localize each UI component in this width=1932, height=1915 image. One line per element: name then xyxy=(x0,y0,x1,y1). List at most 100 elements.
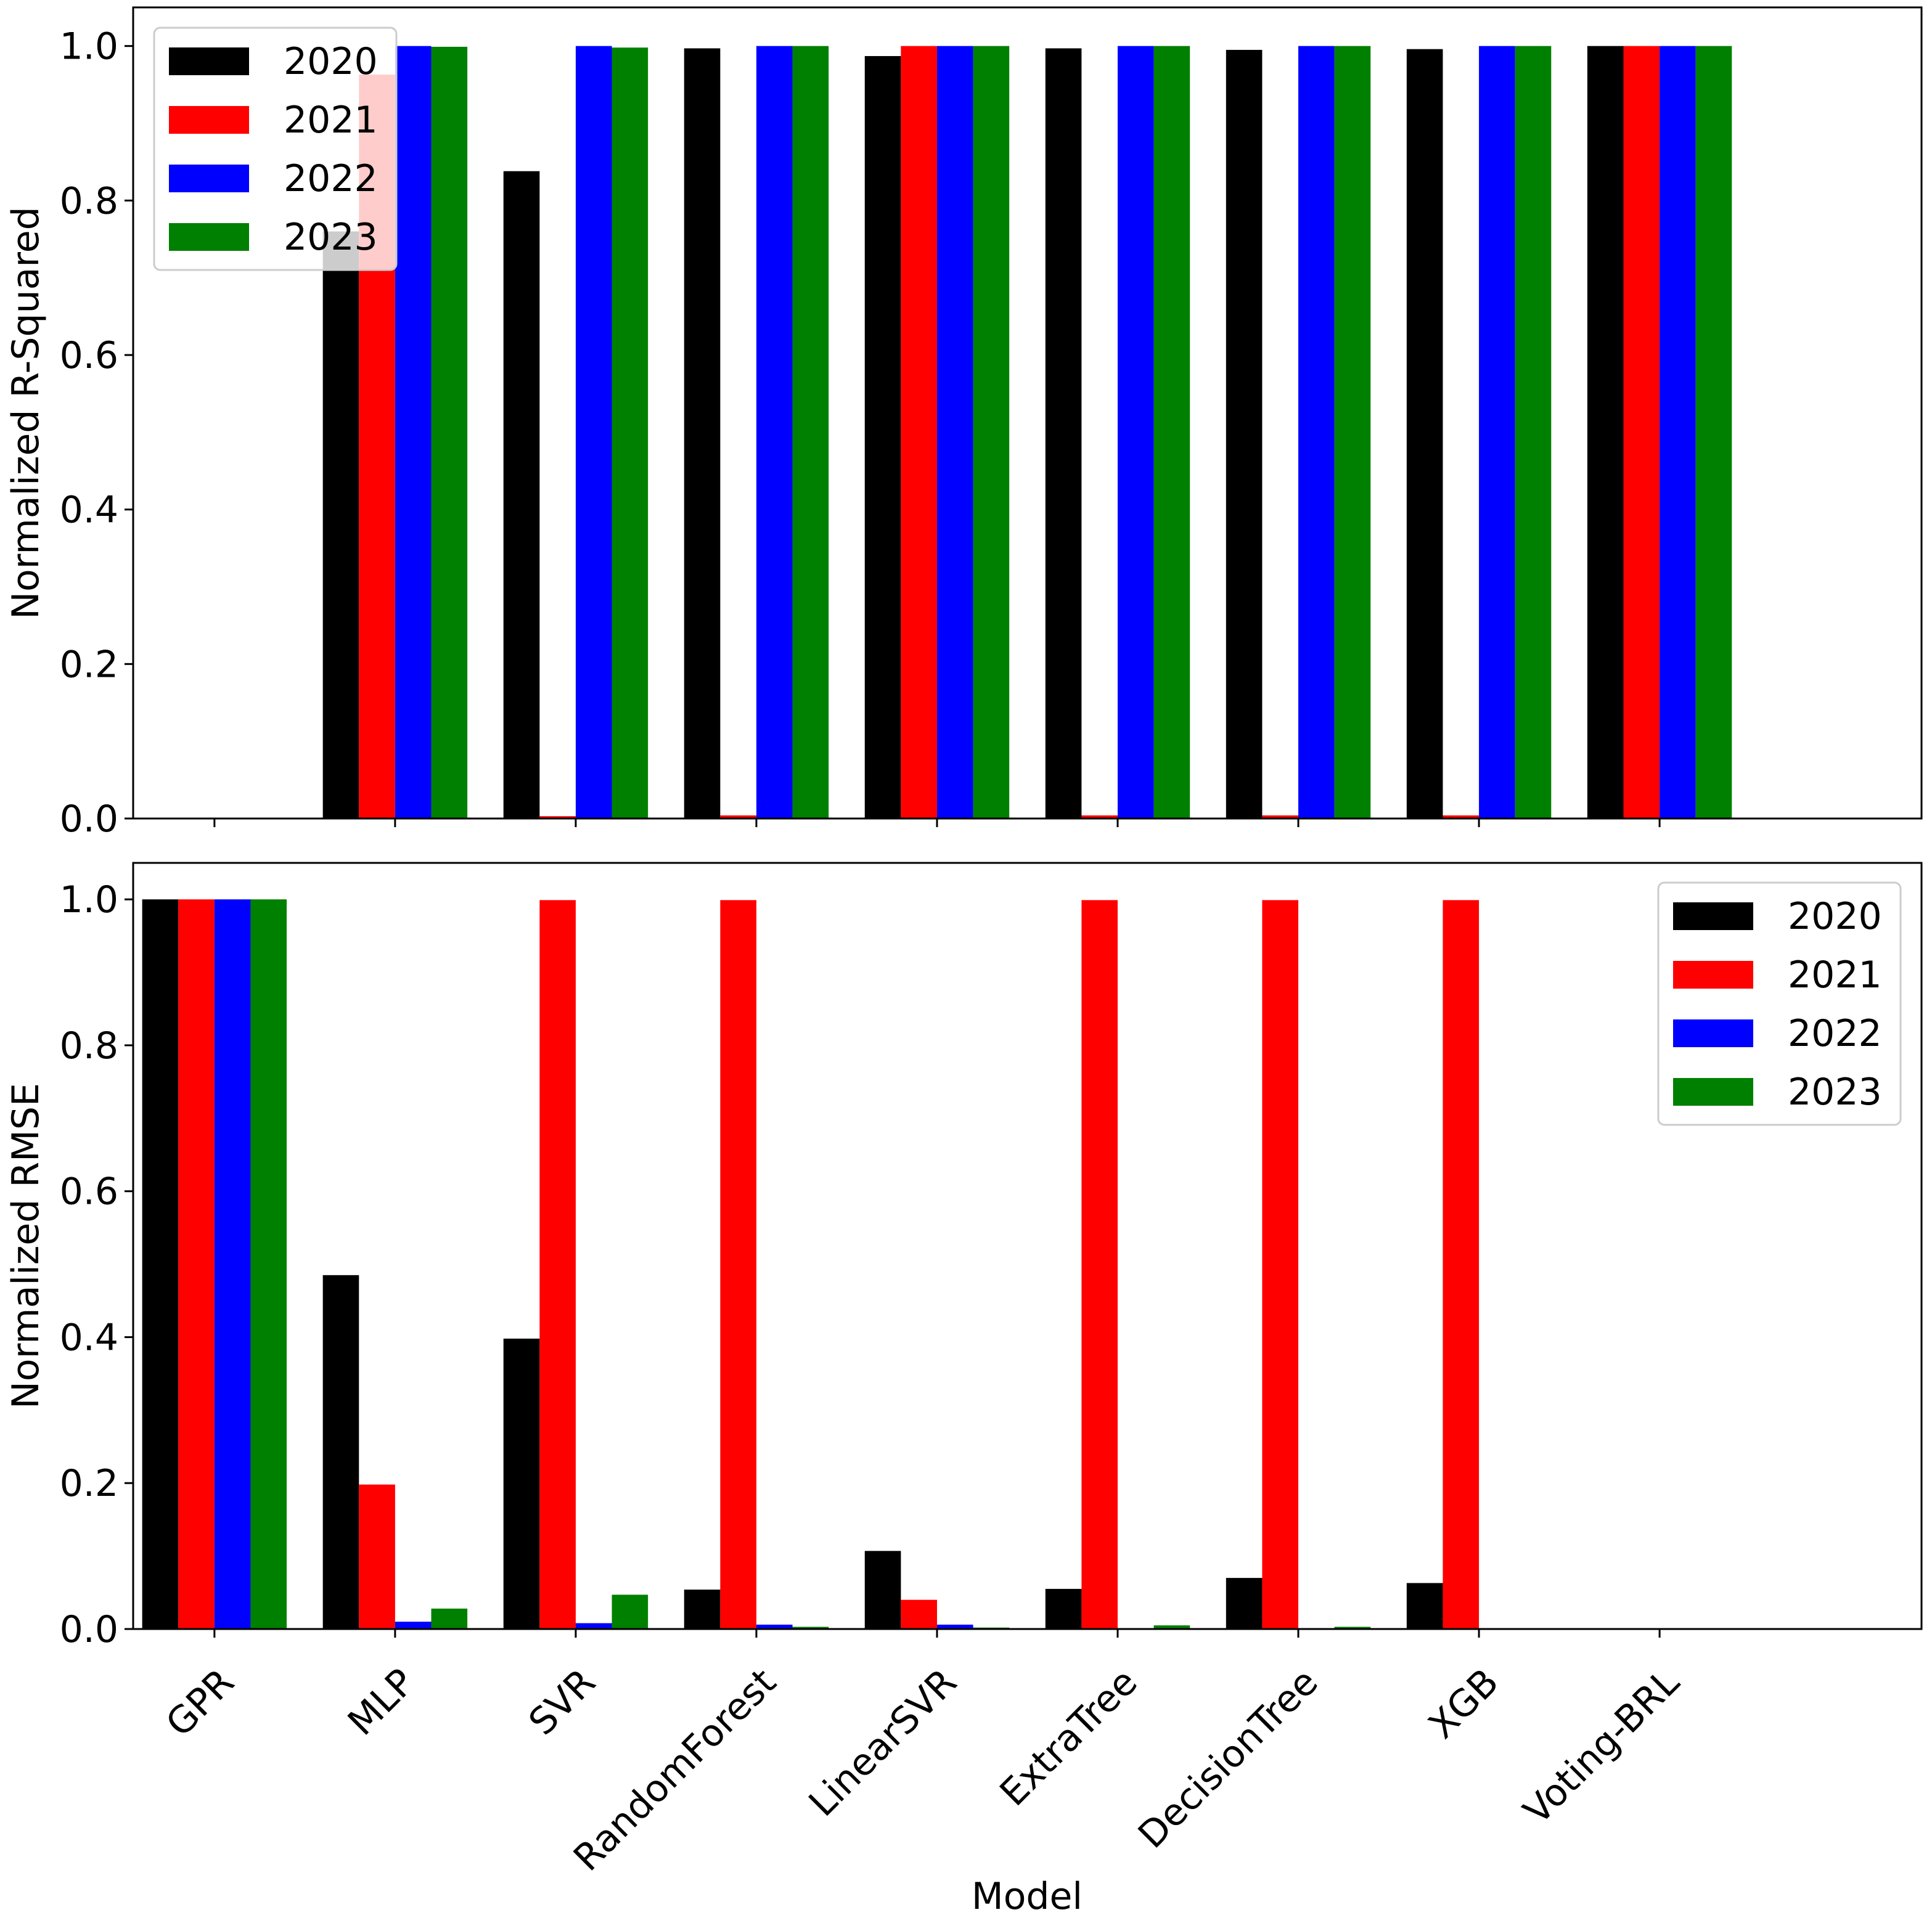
legend-swatch-2020 xyxy=(1673,902,1753,930)
bar-xgb-2020 xyxy=(1406,1583,1443,1629)
bar-xgb-2022 xyxy=(1479,46,1515,819)
legend-swatch-2023 xyxy=(169,223,249,251)
bar-linearsvr-2021 xyxy=(901,1599,937,1629)
bar-decisiontree-2023 xyxy=(1334,1627,1371,1629)
bar-mlp-2023 xyxy=(431,1608,468,1629)
bar-decisiontree-2020 xyxy=(1226,49,1263,819)
bar-xgb-2023 xyxy=(1515,46,1552,819)
bar-randomforest-2021 xyxy=(720,815,756,819)
bar-mlp-2021 xyxy=(359,1484,395,1629)
bar-randomforest-2022 xyxy=(756,46,793,819)
bar-randomforest-2022 xyxy=(756,1624,793,1629)
bar-svr-2023 xyxy=(612,1594,649,1629)
x-axis-title: Model xyxy=(972,1875,1083,1915)
bar-svr-2021 xyxy=(539,900,576,1629)
x-tick-label-gpr: GPR xyxy=(158,1660,242,1745)
bar-svr-2021 xyxy=(539,816,576,819)
bar-mlp-2022 xyxy=(395,46,432,819)
legend-swatch-2022 xyxy=(169,165,249,192)
bar-svr-2023 xyxy=(612,47,649,819)
y-axis-title: Normalized R-Squared xyxy=(4,206,47,619)
bar-svr-2022 xyxy=(575,1623,612,1629)
bar-randomforest-2020 xyxy=(684,1590,721,1629)
legend-swatch-2023 xyxy=(1673,1078,1753,1106)
legend-label-2021: 2021 xyxy=(284,99,378,142)
y-axis-title: Normalized RMSE xyxy=(4,1083,47,1409)
legend-label-2023: 2023 xyxy=(1788,1071,1882,1114)
x-tick-label-xgb: XGB xyxy=(1420,1660,1507,1747)
x-tick-label-svr: SVR xyxy=(521,1660,604,1744)
y-tick-label: 0.8 xyxy=(60,179,118,223)
legend-label-2020: 2020 xyxy=(1788,895,1882,938)
x-tick-label-voting-brl: Voting-BRL xyxy=(1515,1660,1688,1833)
y-tick-label: 0.0 xyxy=(60,1608,118,1651)
legend-label-2022: 2022 xyxy=(1788,1012,1882,1055)
bar-gpr-2021 xyxy=(178,899,215,1629)
legend-swatch-2020 xyxy=(169,47,249,75)
bar-voting-brl-2022 xyxy=(1660,46,1696,819)
x-tick-label-mlp: MLP xyxy=(340,1660,423,1744)
bar-extratree-2023 xyxy=(1153,1625,1190,1629)
y-tick-label: 0.0 xyxy=(60,798,118,841)
plot-frame xyxy=(132,6,1923,820)
bar-mlp-2020 xyxy=(322,231,359,819)
bar-voting-brl-2020 xyxy=(1587,46,1624,819)
legend-swatch-2022 xyxy=(1673,1019,1753,1047)
bar-extratree-2020 xyxy=(1045,1588,1082,1629)
bar-extratree-2020 xyxy=(1045,48,1082,819)
bar-linearsvr-2022 xyxy=(936,1624,973,1629)
y-tick-label: 0.2 xyxy=(60,643,118,686)
y-tick-label: 0.4 xyxy=(60,1316,118,1359)
bar-mlp-2022 xyxy=(395,1622,432,1629)
r-squared-panel: 0.0 0.2 0.4 0.6 0.8 1.0 Normalized R-Squared 20… xyxy=(4,6,1923,841)
bar-randomforest-2023 xyxy=(792,1627,829,1629)
x-tick-label-extratree: ExtraTree xyxy=(992,1660,1146,1815)
bar-mlp-2020 xyxy=(322,1275,359,1629)
bar-decisiontree-2021 xyxy=(1262,815,1299,819)
y-tick-label: 1.0 xyxy=(60,25,118,68)
legend-swatch-2021 xyxy=(1673,961,1753,989)
bar-svr-2022 xyxy=(575,46,612,819)
legend-label-2021: 2021 xyxy=(1788,953,1882,997)
bar-svr-2020 xyxy=(503,1338,540,1629)
legend-label-2022: 2022 xyxy=(284,157,378,200)
bar-linearsvr-2021 xyxy=(901,46,937,819)
bar-linearsvr-2020 xyxy=(864,1551,901,1629)
bar-voting-brl-2021 xyxy=(1623,46,1660,819)
x-tick-label-linearsvr: LinearSVR xyxy=(801,1660,965,1825)
legend-box xyxy=(1657,881,1902,1126)
legend-box xyxy=(153,27,398,271)
bar-decisiontree-2023 xyxy=(1334,46,1371,819)
bar-extratree-2021 xyxy=(1081,900,1118,1629)
bar-gpr-2022 xyxy=(214,899,251,1629)
bar-extratree-2023 xyxy=(1153,46,1190,819)
bar-linearsvr-2023 xyxy=(973,46,1010,819)
y-tick-label: 1.0 xyxy=(60,878,118,921)
y-tick-label: 0.2 xyxy=(60,1462,118,1505)
y-tick-label: 0.8 xyxy=(60,1024,118,1068)
bar-randomforest-2021 xyxy=(720,900,756,1629)
bar-randomforest-2023 xyxy=(792,46,829,819)
plot-frame xyxy=(132,862,1923,1630)
bar-xgb-2021 xyxy=(1443,900,1480,1629)
bar-extratree-2022 xyxy=(1118,46,1154,819)
bar-extratree-2021 xyxy=(1081,815,1118,819)
y-tick-label: 0.6 xyxy=(60,1170,118,1214)
bar-gpr-2023 xyxy=(250,899,287,1629)
bar-mlp-2023 xyxy=(431,46,468,819)
y-tick-label: 0.4 xyxy=(60,489,118,532)
bar-decisiontree-2022 xyxy=(1298,46,1335,819)
bar-randomforest-2020 xyxy=(684,48,721,819)
bar-xgb-2020 xyxy=(1406,49,1443,819)
legend-label-2020: 2020 xyxy=(284,40,378,83)
bar-decisiontree-2020 xyxy=(1226,1578,1263,1629)
y-tick-label: 0.6 xyxy=(60,334,118,377)
legend-swatch-2021 xyxy=(169,106,249,134)
bar-linearsvr-2020 xyxy=(864,55,901,819)
x-tick-label-decisiontree: DecisionTree xyxy=(1130,1660,1327,1857)
rmse-panel: 0.0 0.2 0.4 0.6 0.8 1.0 Normalized RMSE GPR MLP S… xyxy=(4,862,1923,1879)
bar-decisiontree-2021 xyxy=(1262,900,1299,1629)
legend-label-2023: 2023 xyxy=(284,216,378,259)
bar-svr-2020 xyxy=(503,171,540,819)
